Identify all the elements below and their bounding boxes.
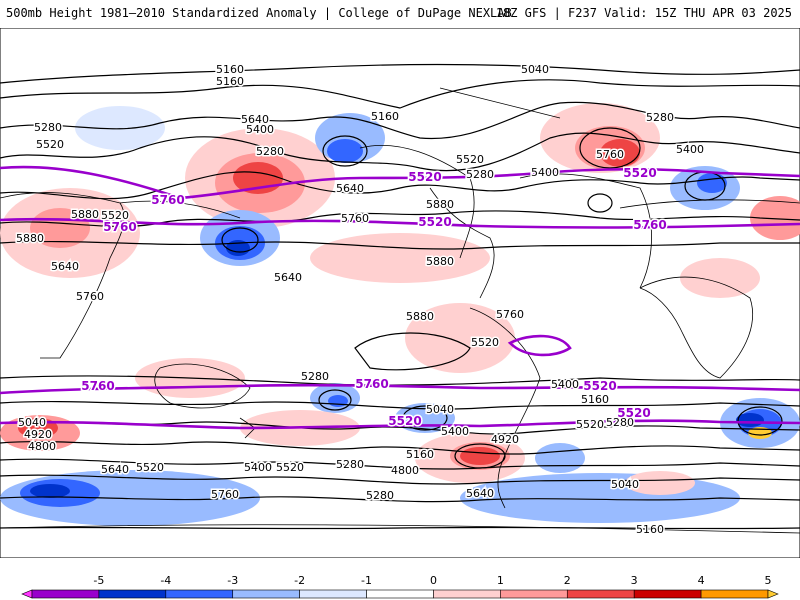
height-contour-label: 5640 bbox=[274, 271, 302, 284]
reference-contour-label: 5520 bbox=[623, 166, 656, 180]
reference-contour-label: 5760 bbox=[103, 220, 136, 234]
reference-contour-label: 5760 bbox=[355, 377, 388, 391]
reference-contours bbox=[0, 165, 800, 430]
reference-contour-label: 5760 bbox=[151, 193, 184, 207]
reference-contour-label: 5520 bbox=[408, 170, 441, 184]
reference-contour-label: 5520 bbox=[617, 406, 650, 420]
height-contour-label: 5640 bbox=[241, 113, 269, 126]
height-contour-label: 5520 bbox=[101, 209, 129, 222]
height-contour-label: 5880 bbox=[426, 255, 454, 268]
legend-tick-label: 4 bbox=[698, 574, 705, 587]
height-contour-label: 5520 bbox=[576, 418, 604, 431]
height-contour-label: 5280 bbox=[336, 458, 364, 471]
height-contour-label: 4800 bbox=[391, 464, 419, 477]
reference-contour-label: 5760 bbox=[633, 218, 666, 232]
legend-swatch bbox=[366, 589, 434, 599]
height-contour-label: 4800 bbox=[28, 440, 56, 453]
legend-swatch bbox=[165, 589, 234, 599]
legend-swatch bbox=[232, 589, 300, 599]
height-contour-label: 5400 bbox=[246, 123, 274, 136]
height-contour-label: 5400 bbox=[441, 425, 469, 438]
reference-contour-label: 5520 bbox=[418, 215, 451, 229]
reference-contour-label: 5520 bbox=[388, 414, 421, 428]
height-contour-label: 5040 bbox=[426, 403, 454, 416]
legend-swatch bbox=[31, 589, 100, 599]
height-contour-label: 5160 bbox=[636, 523, 664, 536]
height-contour-label: 5400 bbox=[244, 461, 272, 474]
height-contour-label: 5160 bbox=[406, 448, 434, 461]
height-contour-label: 5640 bbox=[51, 260, 79, 273]
legend-high-arrow bbox=[767, 589, 779, 599]
height-contour-label: 5280 bbox=[366, 489, 394, 502]
legend-tick-label: -1 bbox=[361, 574, 372, 587]
height-contours bbox=[0, 63, 800, 530]
legend-swatch bbox=[98, 589, 167, 599]
reference-contour-label: 5760 bbox=[81, 379, 114, 393]
height-contour-label: 4920 bbox=[24, 428, 52, 441]
run-info: 18Z GFS | F237 Valid: 15Z THU APR 03 202… bbox=[495, 6, 792, 20]
height-contour-label: 5160 bbox=[581, 393, 609, 406]
map-title: 500mb Height 1981–2010 Standardized Anom… bbox=[6, 6, 512, 20]
legend-swatch bbox=[700, 589, 769, 599]
legend-tick-label: -3 bbox=[227, 574, 238, 587]
height-contour-label: 5760 bbox=[596, 148, 624, 161]
colorbar-legend: -5 -4 -3 -2 -1 0 1 2 3 4 5 bbox=[21, 574, 779, 599]
legend-tick-label: 2 bbox=[564, 574, 571, 587]
height-contour-label: 5160 bbox=[371, 110, 399, 123]
height-contour-label: 5520 bbox=[471, 336, 499, 349]
legend-swatch bbox=[299, 589, 367, 599]
height-contour-label: 5280 bbox=[646, 111, 674, 124]
height-contour-label: 5040 bbox=[18, 416, 46, 429]
height-contour-label: 5040 bbox=[521, 63, 549, 76]
height-contour-label: 5160 bbox=[216, 75, 244, 88]
height-contour-labels: 5160 504051605280564054005520528055205160… bbox=[15, 62, 706, 538]
legend-low-arrow bbox=[21, 589, 33, 599]
legend-tick-label: 1 bbox=[497, 574, 504, 587]
height-contour-label: 5880 bbox=[406, 310, 434, 323]
height-contour-label: 5280 bbox=[256, 145, 284, 158]
height-contour-label: 5880 bbox=[71, 208, 99, 221]
height-contour-label: 5280 bbox=[301, 370, 329, 383]
height-contour-label: 5400 bbox=[551, 378, 579, 391]
height-contour-label: 5760 bbox=[496, 308, 524, 321]
legend-tick-label: 5 bbox=[765, 574, 772, 587]
height-contour-label: 5880 bbox=[16, 232, 44, 245]
height-contour-label: 5520 bbox=[36, 138, 64, 151]
height-contour-label: 5520 bbox=[136, 461, 164, 474]
height-contour-label: 5640 bbox=[101, 463, 129, 476]
height-contour-label: 5880 bbox=[426, 198, 454, 211]
height-contour-label: 5040 bbox=[611, 478, 639, 491]
height-contour-label: 5640 bbox=[466, 487, 494, 500]
legend-swatch bbox=[566, 589, 635, 599]
height-contour-label: 5160 bbox=[216, 63, 244, 76]
legend-tick-label: 3 bbox=[631, 574, 638, 587]
reference-contour-label: 5520 bbox=[583, 379, 616, 393]
height-contour-label: 5280 bbox=[34, 121, 62, 134]
height-contour-label: 5760 bbox=[76, 290, 104, 303]
height-contour-label: 5520 bbox=[276, 461, 304, 474]
height-contour-label: 5280 bbox=[606, 416, 634, 429]
legend-tick-label: 0 bbox=[430, 574, 437, 587]
height-contour-label: 5760 bbox=[341, 212, 369, 225]
height-contour-label: 4920 bbox=[491, 433, 519, 446]
height-contour-label: 5400 bbox=[676, 143, 704, 156]
height-contour-label: 5760 bbox=[211, 488, 239, 501]
height-contour-label: 5400 bbox=[531, 166, 559, 179]
legend-swatch bbox=[633, 589, 702, 599]
legend-swatch bbox=[500, 589, 568, 599]
height-contour-label: 5280 bbox=[466, 168, 494, 181]
legend-swatch bbox=[433, 589, 501, 599]
anomaly-map: 5160 504051605280564054005520528055205160… bbox=[0, 28, 800, 558]
legend-tick-label: -4 bbox=[160, 574, 171, 587]
legend-tick-label: -5 bbox=[93, 574, 104, 587]
height-contour-label: 5640 bbox=[336, 182, 364, 195]
legend-tick-label: -2 bbox=[294, 574, 305, 587]
height-contour-label: 5520 bbox=[456, 153, 484, 166]
